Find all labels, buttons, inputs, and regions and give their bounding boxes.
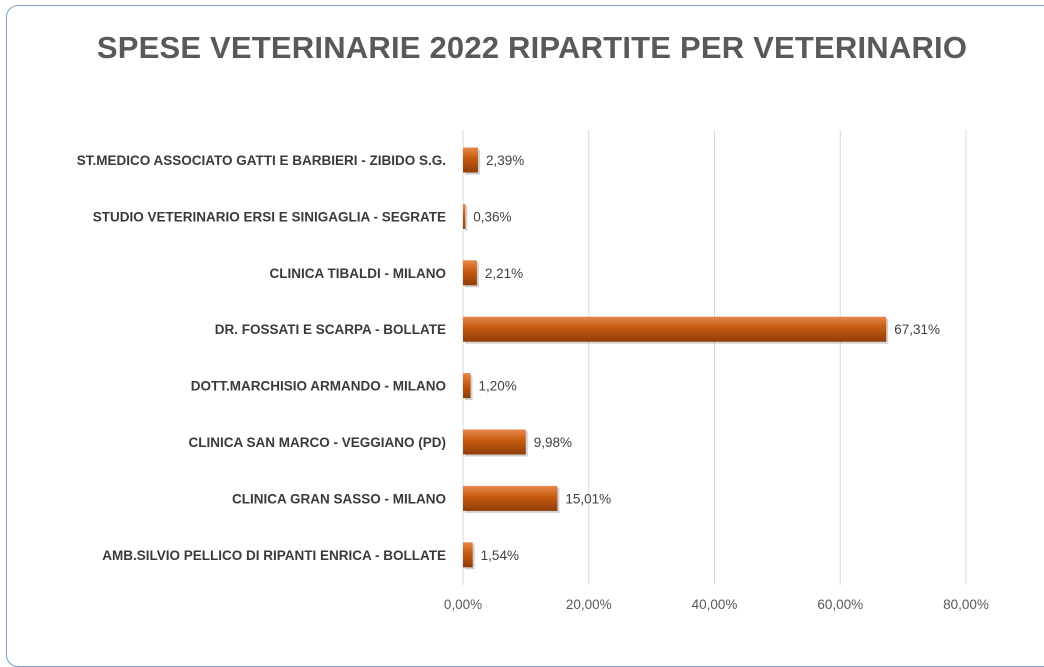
x-tick-label: 0,00% [444,597,482,612]
category-label: CLINICA GRAN SASSO - MILANO [232,491,446,506]
category-label: ST.MEDICO ASSOCIATO GATTI E BARBIERI - Z… [77,153,446,168]
bar [463,542,473,568]
bar [463,260,477,286]
category-label: DR. FOSSATI E SCARPA - BOLLATE [215,322,446,337]
x-tick-label: 60,00% [817,597,863,612]
data-label: 67,31% [894,322,940,337]
bar [463,373,471,399]
bar [463,485,558,511]
category-label: DOTT.MARCHISIO ARMANDO - MILANO [191,379,446,394]
data-label: 15,01% [565,491,611,506]
data-label: 2,39% [486,153,524,168]
gridlines [462,130,967,585]
bar [463,429,526,455]
data-label: 2,21% [485,266,523,281]
category-labels: ST.MEDICO ASSOCIATO GATTI E BARBIERI - Z… [77,153,446,563]
x-tick-labels: 0,00% 20,00% 40,00% 60,00% 80,00% [444,597,989,612]
x-tick-label: 20,00% [566,597,612,612]
category-label: CLINICA SAN MARCO - VEGGIANO (PD) [189,435,447,450]
x-tick-label: 40,00% [692,597,738,612]
data-label: 0,36% [473,209,511,224]
chart-title: SPESE VETERINARIE 2022 RIPARTITE PER VET… [96,30,968,65]
data-labels: 2,39% 0,36% 2,21% 67,31% 1,20% 9,98% 15,01% 1,5… [473,153,940,563]
data-label: 1,54% [481,548,519,563]
bar-shadow [465,205,468,231]
bar [463,147,479,173]
category-label: AMB.SILVIO PELLICO DI RIPANTI ENRICA - B… [102,548,446,563]
x-tick-label: 80,00% [943,597,989,612]
bars [463,147,889,570]
category-label: CLINICA TIBALDI - MILANO [270,266,446,281]
data-label: 1,20% [479,379,517,394]
category-label: STUDIO VETERINARIO ERSI E SINIGAGLIA - S… [93,209,446,224]
bar [463,203,466,229]
bar [463,316,887,342]
data-label: 9,98% [534,435,572,450]
bar-chart: ST.MEDICO ASSOCIATO GATTI E BARBIERI - Z… [77,130,989,612]
